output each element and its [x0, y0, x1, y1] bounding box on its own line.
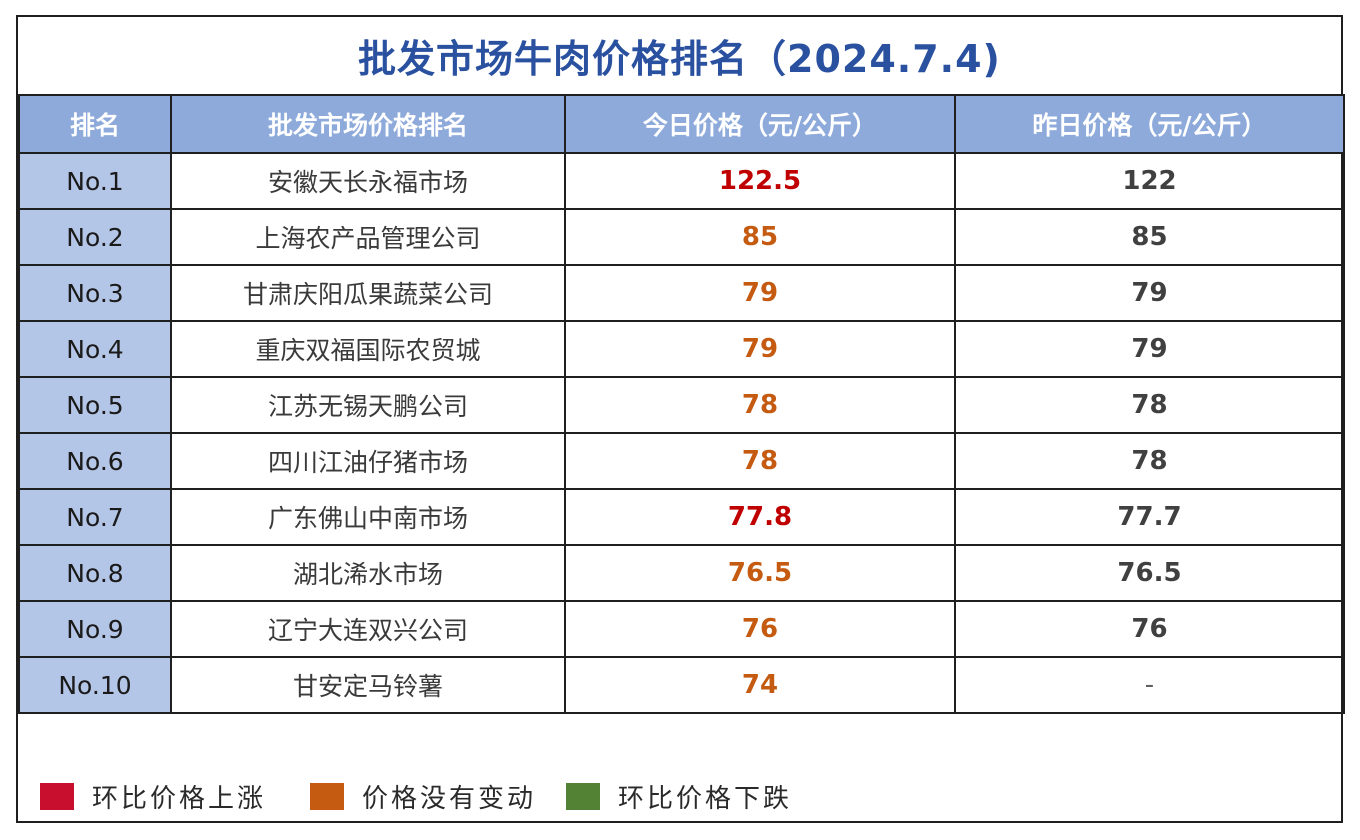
market-cell: 江苏无锡天鹏公司 [170, 376, 566, 434]
today-price-cell: 77.8 [564, 488, 956, 546]
table-row: No.9 辽宁大连双兴公司 76 76 [18, 600, 1345, 658]
rank-cell: No.1 [18, 152, 172, 210]
market-cell: 重庆双福国际农贸城 [170, 320, 566, 378]
legend: 环比价格上涨 价格没有变动 环比价格下跌 [18, 753, 1341, 823]
legend-label-same: 价格没有变动 [362, 784, 537, 814]
legend-swatch-same [310, 783, 344, 810]
market-cell: 甘肃庆阳瓜果蔬菜公司 [170, 264, 566, 322]
today-price-cell: 79 [564, 320, 956, 378]
market-cell: 甘安定马铃薯 [170, 656, 566, 714]
today-price-cell: 76.5 [564, 544, 956, 602]
price-table: 排名 批发市场价格排名 今日价格（元/公斤） 昨日价格（元/公斤） No.1 安徽… [18, 94, 1345, 714]
yesterday-price-cell: 77.7 [954, 488, 1345, 546]
yesterday-price-cell: 79 [954, 320, 1345, 378]
rank-cell: No.5 [18, 376, 172, 434]
header-today-price: 今日价格（元/公斤） [564, 94, 956, 154]
today-price-cell: 78 [564, 376, 956, 434]
table-frame: 批发市场牛肉价格排名（2024.7.4) 排名 批发市场价格排名 今日价格（元/… [16, 15, 1345, 823]
legend-item-up: 环比价格上涨 [40, 778, 266, 815]
market-cell: 广东佛山中南市场 [170, 488, 566, 546]
legend-swatch-up [40, 783, 74, 810]
rank-cell: No.6 [18, 432, 172, 490]
yesterday-price-cell: 78 [954, 376, 1345, 434]
yesterday-price-cell: 76 [954, 600, 1345, 658]
yesterday-price-cell: 85 [954, 208, 1345, 266]
table-row: No.3 甘肃庆阳瓜果蔬菜公司 79 79 [18, 264, 1345, 322]
legend-item-same: 价格没有变动 [310, 778, 536, 815]
market-cell: 湖北浠水市场 [170, 544, 566, 602]
table-row: No.4 重庆双福国际农贸城 79 79 [18, 320, 1345, 378]
today-price-cell: 74 [564, 656, 956, 714]
market-cell: 上海农产品管理公司 [170, 208, 566, 266]
today-price-cell: 76 [564, 600, 956, 658]
header-yesterday-price: 昨日价格（元/公斤） [954, 94, 1345, 154]
table-row: No.6 四川江油仔猪市场 78 78 [18, 432, 1345, 490]
table-row: No.10 甘安定马铃薯 74- [18, 656, 1345, 714]
header-market: 批发市场价格排名 [170, 94, 566, 154]
rank-cell: No.7 [18, 488, 172, 546]
table-row: No.5 江苏无锡天鹏公司 78 78 [18, 376, 1345, 434]
today-price-cell: 85 [564, 208, 956, 266]
yesterday-price-cell: 78 [954, 432, 1345, 490]
today-price-cell: 78 [564, 432, 956, 490]
table-row: No.2 上海农产品管理公司 85 85 [18, 208, 1345, 266]
today-price-cell: 122.5 [564, 152, 956, 210]
legend-item-down: 环比价格下跌 [566, 778, 792, 815]
today-price-cell: 79 [564, 264, 956, 322]
header-row: 排名 批发市场价格排名 今日价格（元/公斤） 昨日价格（元/公斤） [18, 94, 1345, 154]
header-rank: 排名 [18, 94, 172, 154]
yesterday-price-cell: 79 [954, 264, 1345, 322]
rank-cell: No.9 [18, 600, 172, 658]
market-cell: 四川江油仔猪市场 [170, 432, 566, 490]
market-cell: 辽宁大连双兴公司 [170, 600, 566, 658]
page-title: 批发市场牛肉价格排名（2024.7.4) [358, 37, 1001, 81]
table-body: No.1 安徽天长永福市场 122.5 122 No.2 上海农产品管理公司 85 85 No.… [18, 152, 1345, 714]
table-row: No.7 广东佛山中南市场 77.8 77.7 [18, 488, 1345, 546]
yesterday-price-cell: - [954, 656, 1345, 714]
yesterday-price-cell: 76.5 [954, 544, 1345, 602]
rank-cell: No.3 [18, 264, 172, 322]
rank-cell: No.4 [18, 320, 172, 378]
rank-cell: No.8 [18, 544, 172, 602]
legend-label-down: 环比价格下跌 [618, 784, 793, 814]
legend-label-up: 环比价格上涨 [92, 784, 267, 814]
legend-swatch-down [566, 783, 600, 810]
table-row: No.1 安徽天长永福市场 122.5 122 [18, 152, 1345, 210]
rank-cell: No.10 [18, 656, 172, 714]
rank-cell: No.2 [18, 208, 172, 266]
yesterday-price-cell: 122 [954, 152, 1345, 210]
table-row: No.8 湖北浠水市场 76.5 76.5 [18, 544, 1345, 602]
market-cell: 安徽天长永福市场 [170, 152, 566, 210]
